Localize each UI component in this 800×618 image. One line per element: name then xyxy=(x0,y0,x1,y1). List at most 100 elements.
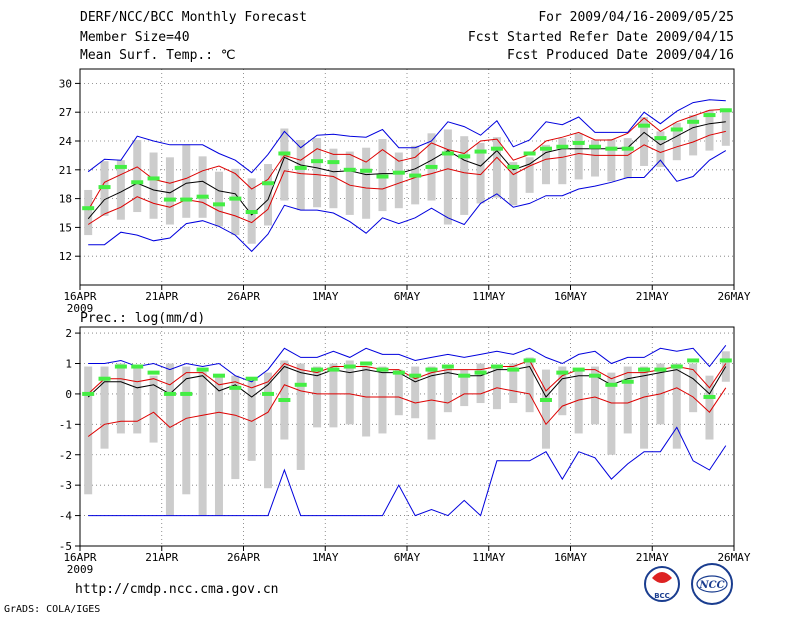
x-tick-label: 16MAY xyxy=(554,551,587,564)
spread-bar xyxy=(525,157,534,193)
climatology-marker xyxy=(360,361,373,366)
climatology-marker xyxy=(98,185,111,190)
spread-bar xyxy=(362,147,371,219)
spread-bar xyxy=(476,363,485,404)
climatology-marker xyxy=(262,391,275,396)
spread-bar xyxy=(165,363,174,516)
spread-bar xyxy=(182,144,191,218)
y-tick-label: 0 xyxy=(65,388,72,401)
series-lines xyxy=(87,99,727,253)
precip-panel-title: Prec.: log(mm/d) xyxy=(80,311,205,326)
spread-bar xyxy=(329,148,338,209)
x-year-label: 2009 xyxy=(67,563,94,576)
spread-bar xyxy=(525,357,534,413)
x-tick-label: 11MAY xyxy=(472,551,505,564)
climatology-marker xyxy=(687,119,700,124)
spread-bar xyxy=(509,363,518,404)
spread-bar xyxy=(84,366,93,495)
climatology-marker xyxy=(163,197,176,202)
climatology-marker xyxy=(147,176,160,181)
y-tick-label: -3 xyxy=(59,479,72,492)
spread-bar xyxy=(443,129,452,225)
x-tick-label: 16APR xyxy=(63,551,96,564)
climatology-marker xyxy=(327,367,340,372)
series-line-mean xyxy=(87,365,727,398)
climatology-marker xyxy=(458,373,471,378)
climatology-marker xyxy=(605,382,618,387)
series-line-mean xyxy=(87,121,726,220)
climatology-marker xyxy=(670,127,683,132)
spread-bar xyxy=(214,171,223,227)
spread-bar xyxy=(231,168,240,236)
spread-bar xyxy=(264,372,273,489)
grid xyxy=(79,69,735,285)
spread-bar xyxy=(623,138,632,179)
climatology-marker xyxy=(180,391,193,396)
x-tick-label: 1MAY xyxy=(312,551,339,564)
climatology-marker xyxy=(474,370,487,375)
forecast-period: For 2009/04/16-2009/05/25 xyxy=(538,10,734,25)
climatology-marker xyxy=(523,358,536,363)
climatology-marker xyxy=(539,146,552,151)
y-tick-label: 15 xyxy=(59,221,72,234)
ncc-logo-text: NCC xyxy=(698,580,724,591)
climatology-marker xyxy=(507,164,520,169)
climatology-marker xyxy=(131,364,144,369)
spread-bar xyxy=(591,366,600,425)
spread-bar xyxy=(345,360,354,425)
spread-bar xyxy=(116,363,125,434)
climatology-marker xyxy=(703,113,716,118)
climatology-marker xyxy=(392,170,405,175)
spread-bar xyxy=(280,128,289,201)
x-tick-label: 21MAY xyxy=(636,551,669,564)
climatology-marker xyxy=(654,367,667,372)
x-tick-label: 16APR xyxy=(63,290,96,303)
climatology-marker xyxy=(294,382,307,387)
climatology-markers xyxy=(82,358,732,402)
spread-bar xyxy=(558,138,567,185)
spread-bar xyxy=(460,369,469,407)
spread-bar xyxy=(264,164,273,226)
climatology-marker xyxy=(278,398,291,402)
climatology-marker xyxy=(539,398,552,402)
variable-label: Mean Surf. Temp.: ℃ xyxy=(80,48,236,63)
climatology-marker xyxy=(572,367,585,372)
climatology-marker xyxy=(229,385,242,390)
climatology-marker xyxy=(589,373,602,378)
climatology-marker xyxy=(196,194,209,199)
precipitation-panel: -5 -4 -3 -2 -1 0 1 2 16APR 21APR 26APR 1MAY 6MAY 11MA… xyxy=(59,326,751,576)
x-tick-label: 6MAY xyxy=(394,290,421,303)
spread-bar xyxy=(689,115,698,156)
series-line-min xyxy=(87,99,726,174)
spread-bar xyxy=(623,366,632,434)
y-tick-label: 30 xyxy=(59,77,72,90)
x-year-label: 2009 xyxy=(67,302,94,315)
spread-bar xyxy=(296,363,305,470)
climatology-marker xyxy=(425,367,438,372)
x-tick-label: 16MAY xyxy=(554,290,587,303)
source-url[interactable]: http://cmdp.ncc.cma.gov.cn xyxy=(75,582,279,597)
spread-bar xyxy=(443,366,452,413)
spread-bar xyxy=(182,366,191,495)
bcc-logo-swirl xyxy=(652,572,672,583)
climatology-marker xyxy=(180,197,193,202)
x-tick-label: 11MAY xyxy=(472,290,505,303)
spread-bar xyxy=(689,363,698,413)
climatology-marker xyxy=(572,140,585,145)
climatology-marker xyxy=(703,394,716,399)
climatology-marker xyxy=(131,180,144,185)
spread-bar xyxy=(541,144,550,185)
climatology-marker xyxy=(229,196,242,201)
spread-bar xyxy=(378,366,387,434)
grid xyxy=(79,327,735,547)
bcc-logo-text: BCC xyxy=(654,592,670,600)
spread-bar xyxy=(231,375,240,480)
fcst-started-date: Fcst Started Refer Date 2009/04/15 xyxy=(467,30,734,45)
climatology-marker xyxy=(458,154,471,159)
climatology-marker xyxy=(490,364,503,369)
spread-bar xyxy=(198,369,207,516)
climatology-marker xyxy=(311,367,324,372)
y-tick-label: -5 xyxy=(59,540,72,553)
spread-bar xyxy=(558,366,567,416)
